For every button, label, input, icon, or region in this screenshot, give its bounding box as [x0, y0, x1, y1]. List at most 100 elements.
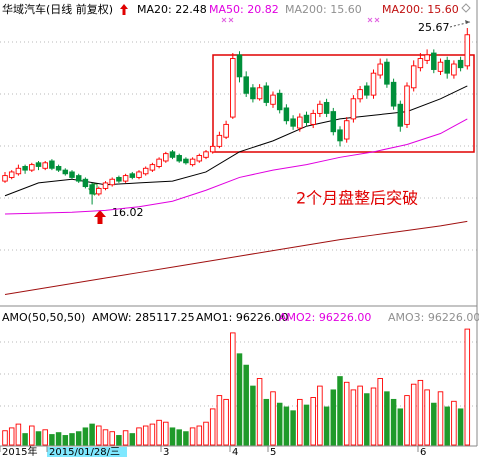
candle-body [42, 162, 48, 169]
volume-bar [317, 385, 323, 446]
volume-bar [303, 404, 310, 446]
volume-bar [377, 378, 383, 446]
candle-body [256, 87, 263, 100]
volume-bar [276, 402, 283, 446]
candle-body [35, 162, 42, 167]
candle-body [69, 171, 75, 178]
candle-body [230, 58, 236, 118]
ma-line [4, 220, 468, 296]
volume-legend: AMO1: 96226.00 [196, 311, 288, 324]
chart-title: 华域汽车(日线 前复权) [2, 2, 113, 16]
high-label: 25.67 [418, 21, 450, 34]
volume-bar [384, 391, 390, 446]
volume-bar [2, 430, 8, 446]
arrow-icon [120, 4, 128, 15]
volume-bar [230, 332, 236, 446]
candle-body [350, 98, 357, 120]
volume-bar [243, 364, 249, 446]
candle-body [263, 85, 270, 103]
x-tick-label: 3 [163, 447, 169, 457]
x-tick-label: 2015/01/28/三 [49, 447, 120, 457]
volume-bar [62, 435, 69, 446]
candle-body [2, 175, 8, 182]
candle-body [62, 169, 69, 175]
legend-entry: MA20: 22.48 [137, 3, 207, 16]
x-tick-label: 6 [420, 447, 426, 457]
volume-legend: AMO2: 96226.00 [279, 311, 371, 324]
candle-body [243, 76, 249, 94]
volume-bar [390, 398, 397, 446]
candle-body [397, 103, 404, 127]
candle-body [444, 59, 450, 74]
candle-body [236, 54, 243, 78]
candle-body [49, 160, 55, 169]
candle-body [283, 107, 290, 122]
volume-bar [457, 408, 464, 446]
volume-bar [370, 387, 377, 446]
low-arrow [94, 210, 106, 224]
candle-body [464, 34, 471, 67]
candle-body [457, 59, 464, 69]
volume-bar [82, 427, 89, 446]
candle-body [223, 123, 229, 138]
volume-bar [75, 431, 82, 446]
volume-legend: AMOW: 285117.25 [92, 311, 195, 324]
volume-bar [404, 395, 410, 446]
volume-bar [196, 425, 203, 446]
volume-bar [270, 391, 276, 446]
candle-body [216, 134, 223, 147]
volume-bar [417, 379, 424, 446]
candle-body [169, 151, 176, 158]
candle-body [96, 187, 102, 195]
volume-bar [330, 389, 337, 446]
volume-bar [149, 423, 156, 446]
candle-body [149, 164, 156, 171]
candle-body [343, 120, 350, 140]
volume-bar [444, 406, 450, 446]
volume-bar [250, 385, 256, 446]
highlight-box [212, 54, 475, 153]
volume-bar [290, 410, 296, 446]
volume-title: AMO(50,50,50) [2, 311, 85, 324]
x-tick-label: 5 [270, 447, 276, 457]
volume-bar [183, 431, 189, 446]
candle-body [102, 182, 109, 189]
volume-bar [89, 423, 95, 446]
candle-body [109, 178, 115, 186]
diamond-icon [461, 3, 471, 13]
volume-bar [256, 378, 263, 446]
x-tick-label: 2015年 [2, 445, 37, 457]
legend-entry: MA50: 20.82 [209, 3, 279, 16]
candle-body [410, 65, 417, 89]
volume-bar [136, 427, 142, 446]
candle-body [317, 103, 323, 114]
candle-body [189, 158, 196, 166]
candle-body [377, 63, 383, 76]
ma-line [4, 118, 468, 215]
candle-body [163, 153, 169, 162]
volume-bar [96, 425, 102, 446]
volume-bar [410, 383, 417, 446]
volume-bar [163, 421, 169, 446]
volume-legend: AMO3: 96226.00 [388, 311, 479, 324]
volume-bar [397, 408, 404, 446]
volume-bar [343, 381, 350, 446]
volume-bar [35, 431, 42, 446]
candle-body [303, 114, 310, 124]
volume-bar [216, 395, 223, 446]
candle-body [203, 151, 209, 158]
candle-body [129, 173, 136, 178]
volume-bar [15, 423, 22, 446]
volume-bar [437, 391, 444, 446]
candle-body [404, 85, 410, 125]
candle-body [390, 81, 397, 107]
candle-body [323, 101, 330, 114]
candle-body [116, 176, 122, 182]
volume-bar [176, 429, 182, 446]
candle-body [310, 112, 316, 125]
volume-bar [350, 389, 357, 446]
candle-body [89, 184, 95, 195]
volume-bar [29, 425, 35, 446]
candle-body [176, 155, 182, 162]
